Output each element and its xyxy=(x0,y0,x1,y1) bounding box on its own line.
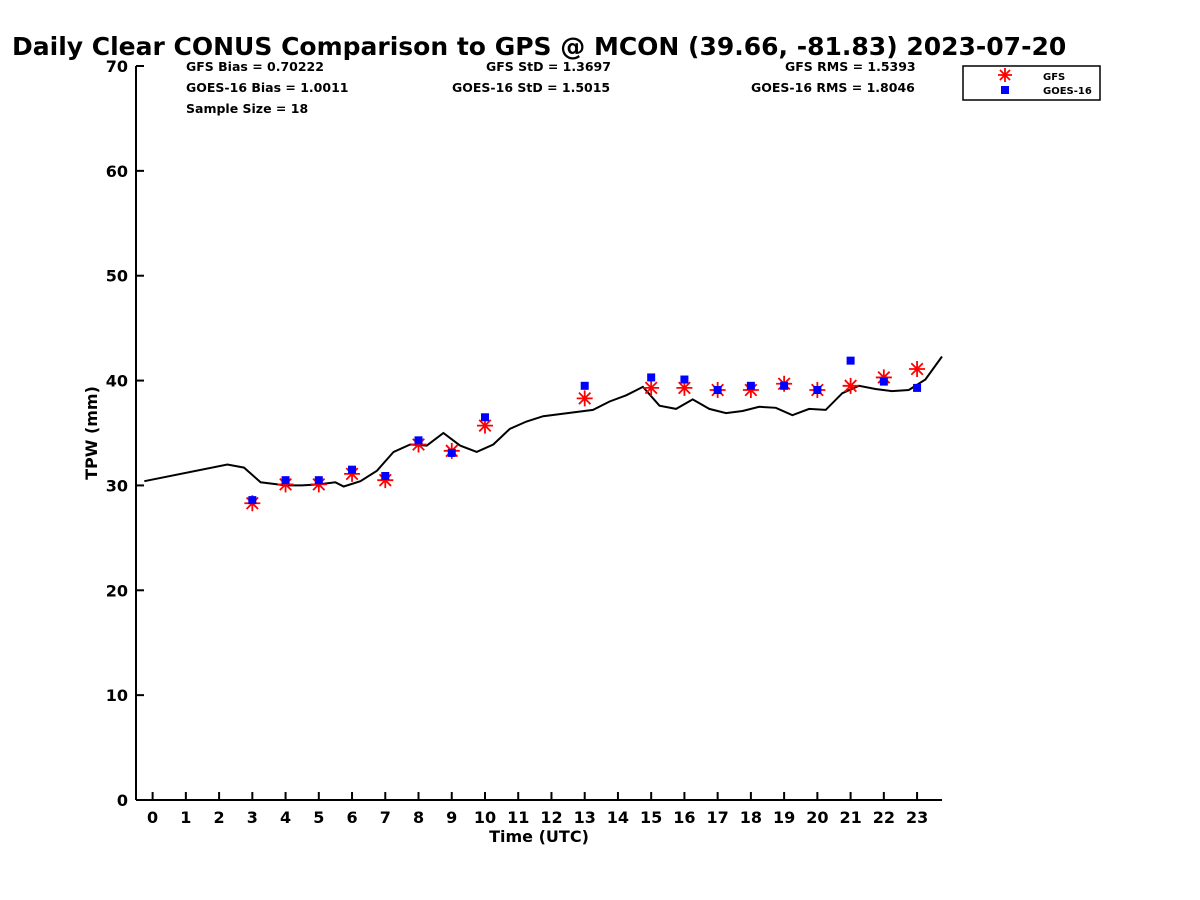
legend-goes16-label: GOES-16 xyxy=(1043,86,1092,97)
stat-goes16-rms: GOES-16 RMS = 1.8046 xyxy=(751,80,915,95)
gps-series xyxy=(144,355,943,488)
legend: GFS GOES-16 xyxy=(962,65,1101,101)
y-tick-label: 70 xyxy=(106,57,128,76)
x-tick-label: 20 xyxy=(806,808,828,827)
goes16-point xyxy=(846,356,855,365)
goes16-point xyxy=(248,496,257,505)
stat-gfs-bias: GFS Bias = 0.70222 xyxy=(186,59,324,74)
gfs-point xyxy=(310,476,327,493)
y-tick-label: 40 xyxy=(106,372,128,391)
x-tick-label: 1 xyxy=(180,808,191,827)
legend-box xyxy=(962,65,1101,101)
y-tick-label: 60 xyxy=(106,162,128,181)
gfs-point xyxy=(875,369,892,386)
x-ticks: 0 1 2 3 4 5 6 7 8 9 10 11 12 13 14 15 16 17 18 19 20 21 22 23 xyxy=(147,792,928,827)
goes16-point xyxy=(348,465,357,474)
gfs-point xyxy=(576,390,593,407)
axes xyxy=(135,66,942,801)
x-tick-label: 21 xyxy=(839,808,861,827)
x-tick-label: 16 xyxy=(673,808,695,827)
chart-title: Daily Clear CONUS Comparison to GPS @ MC… xyxy=(12,32,1066,61)
y-tick-label: 20 xyxy=(106,581,128,600)
y-tick-label: 0 xyxy=(117,791,128,810)
x-tick-label: 6 xyxy=(346,808,357,827)
stat-gfs-std: GFS StD = 1.3697 xyxy=(486,59,611,74)
legend-gfs-label: GFS xyxy=(1043,72,1065,83)
x-tick-label: 18 xyxy=(740,808,762,827)
gfs-point xyxy=(909,361,926,378)
legend-gfs-marker xyxy=(998,68,1012,82)
gfs-point xyxy=(277,476,294,493)
x-tick-label: 8 xyxy=(413,808,424,827)
gfs-point xyxy=(676,379,693,396)
goes16-point xyxy=(713,386,722,395)
goes16-point xyxy=(647,373,656,382)
stat-sample-size: Sample Size = 18 xyxy=(186,101,308,116)
goes16-point xyxy=(381,471,390,480)
goes16-series xyxy=(248,356,922,505)
y-tick-label: 10 xyxy=(106,686,128,705)
x-tick-label: 0 xyxy=(147,808,158,827)
x-tick-label: 15 xyxy=(640,808,662,827)
stat-gfs-rms: GFS RMS = 1.5393 xyxy=(785,59,916,74)
x-tick-label: 17 xyxy=(707,808,729,827)
x-tick-label: 12 xyxy=(540,808,562,827)
goes16-point xyxy=(879,377,888,386)
goes16-point xyxy=(680,375,689,384)
goes16-point xyxy=(913,383,922,392)
goes16-point xyxy=(780,381,789,390)
legend-gfs-asterisk xyxy=(998,68,1012,82)
x-tick-label: 11 xyxy=(507,808,529,827)
gfs-point xyxy=(344,465,361,482)
stats-block: GFS Bias = 0.70222 GFS StD = 1.3697 GFS … xyxy=(186,59,916,116)
goes16-point xyxy=(480,413,489,422)
x-tick-label: 2 xyxy=(214,808,225,827)
gfs-point xyxy=(643,379,660,396)
stat-goes16-std: GOES-16 StD = 1.5015 xyxy=(452,80,610,95)
gfs-point xyxy=(410,436,427,453)
x-tick-label: 5 xyxy=(313,808,324,827)
y-tick-label: 30 xyxy=(106,476,128,495)
x-tick-label: 23 xyxy=(906,808,928,827)
goes16-point xyxy=(580,381,589,390)
x-tick-label: 22 xyxy=(873,808,895,827)
x-tick-label: 7 xyxy=(380,808,391,827)
x-tick-label: 10 xyxy=(474,808,496,827)
gfs-point xyxy=(377,472,394,489)
x-tick-label: 9 xyxy=(446,808,457,827)
legend-goes16-marker xyxy=(1001,86,1009,94)
x-axis-label: Time (UTC) xyxy=(489,827,589,846)
goes16-point xyxy=(314,476,323,485)
x-tick-label: 4 xyxy=(280,808,291,827)
goes16-point xyxy=(813,386,822,395)
gps-line xyxy=(144,355,943,488)
gfs-point xyxy=(476,417,493,434)
y-tick-label: 50 xyxy=(106,267,128,286)
stat-goes16-bias: GOES-16 Bias = 1.0011 xyxy=(186,80,348,95)
goes16-point xyxy=(281,476,290,485)
y-ticks: 0 10 20 30 40 50 60 70 xyxy=(106,57,144,810)
goes16-point xyxy=(746,381,755,390)
gfs-point xyxy=(742,382,759,399)
x-tick-label: 3 xyxy=(247,808,258,827)
gfs-point xyxy=(842,377,859,394)
y-axis-label: TPW (mm) xyxy=(82,386,101,480)
x-tick-label: 19 xyxy=(773,808,795,827)
x-tick-label: 14 xyxy=(607,808,629,827)
goes16-point xyxy=(414,436,423,445)
x-tick-label: 13 xyxy=(574,808,596,827)
goes16-point xyxy=(447,448,456,457)
